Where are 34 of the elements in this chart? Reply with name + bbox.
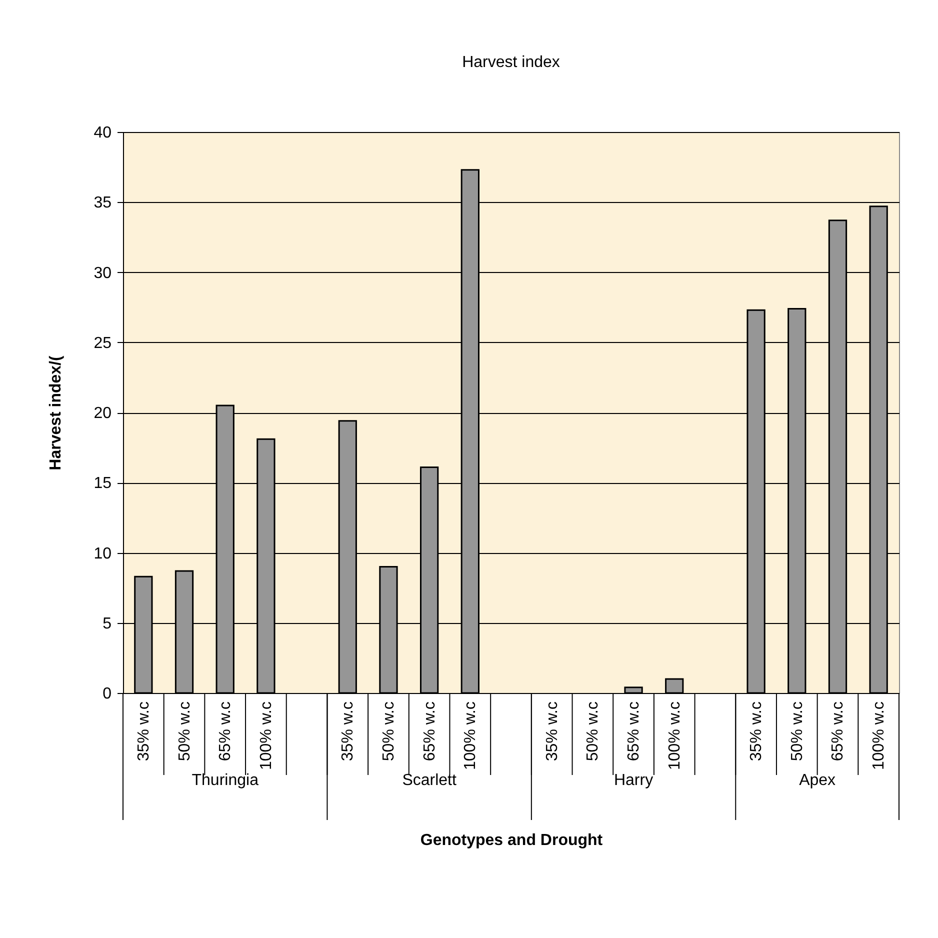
x-tick-label: 50% w.c (788, 702, 806, 762)
x-tick-label: 35% w.c (544, 702, 561, 762)
x-tick-label: 100% w.c (258, 702, 275, 770)
x-tick-label: 65% w.c (830, 702, 847, 762)
x-axis-title: Genotypes and Drought (420, 832, 604, 849)
y-tick-label: 0 (102, 686, 112, 702)
x-tick-label: 100% w.c (462, 702, 480, 770)
y-axis-title: Harvest index/( (48, 354, 65, 470)
bar (624, 686, 643, 694)
chart-title: Harvest index (462, 54, 560, 71)
bar (665, 678, 684, 694)
y-tick-label: 25 (94, 334, 112, 352)
y-tick-label: 5 (102, 615, 112, 632)
x-tick-label: 65% w.c (626, 702, 643, 762)
y-tick-label: 20 (94, 405, 112, 422)
y-tick-label: 15 (94, 475, 112, 492)
x-tick-label: 100% w.c (666, 702, 684, 770)
y-tick-label: 35 (94, 194, 112, 212)
text: Harry (614, 772, 654, 789)
x-tick-label: 35% w.c (340, 702, 357, 762)
x-tick-label: 50% w.c (380, 702, 398, 762)
text: Thuringia (192, 772, 259, 789)
y-tick-label: 30 (94, 264, 112, 282)
x-tick-label: 100% w.c (870, 702, 888, 770)
y-tick-label: 10 (94, 545, 112, 562)
y-tick-label: 40 (94, 124, 112, 142)
x-tick-label: 50% w.c (584, 702, 602, 762)
x-tick-label: 65% w.c (217, 702, 234, 762)
x-tick-label: 50% w.c (176, 702, 194, 762)
x-tick-label: 35% w.c (135, 702, 152, 762)
x-tick-label: 65% w.c (421, 702, 438, 762)
x-tick-label: 35% w.c (748, 702, 766, 762)
text: Apex (799, 772, 836, 789)
text: Scarlett (402, 772, 457, 789)
